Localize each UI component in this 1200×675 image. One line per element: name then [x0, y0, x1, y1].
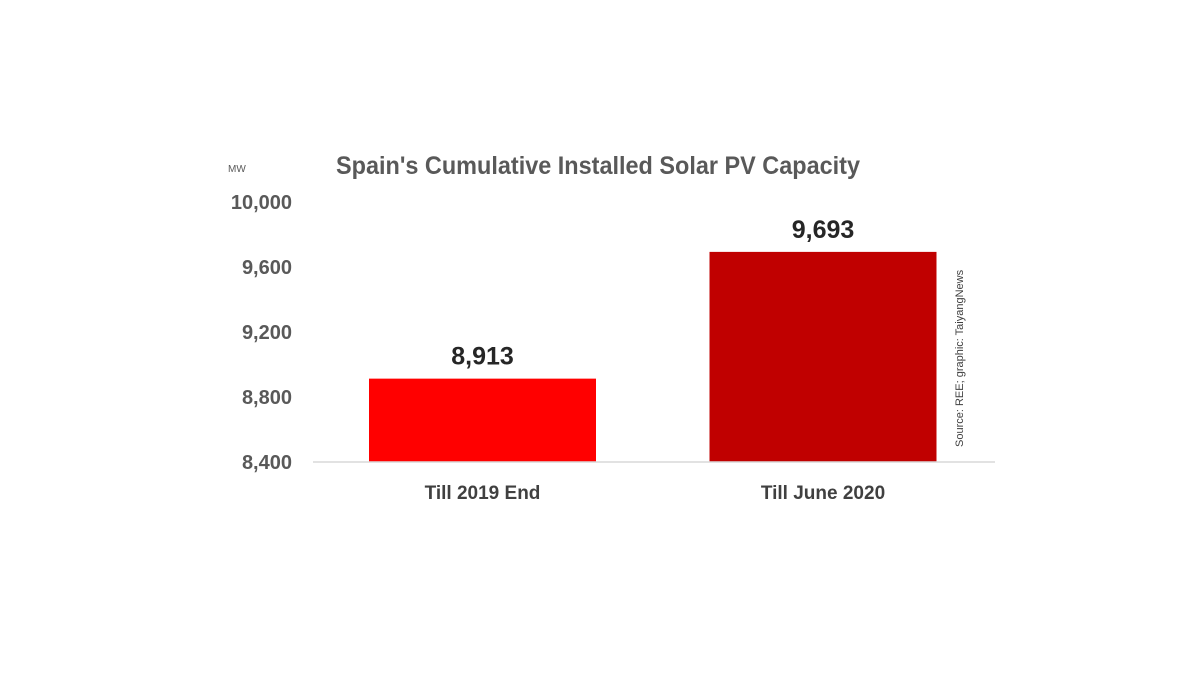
chart-title: Spain's Cumulative Installed Solar PV Ca… — [336, 152, 860, 180]
y-tick-label: 8,800 — [242, 387, 292, 409]
bar — [709, 251, 937, 462]
y-tick-label: 10,000 — [231, 192, 292, 214]
data-label: 9,693 — [792, 216, 855, 244]
y-axis-unit: MW — [228, 164, 246, 175]
y-tick-label: 9,600 — [242, 257, 292, 279]
y-axis: 8,400 8,800 9,200 9,600 10,000 — [231, 192, 292, 474]
x-tick-label: Till June 2020 — [761, 483, 885, 504]
source-note: Source: REE; graphic: TaiyangNews — [954, 269, 966, 447]
bars: 8,913 Till 2019 End 9,693 Till June 2020 — [369, 216, 937, 504]
x-tick-label: Till 2019 End — [425, 483, 541, 504]
bar — [369, 378, 596, 462]
y-tick-label: 8,400 — [242, 452, 292, 474]
y-tick-label: 9,200 — [242, 322, 292, 344]
data-label: 8,913 — [451, 343, 514, 371]
